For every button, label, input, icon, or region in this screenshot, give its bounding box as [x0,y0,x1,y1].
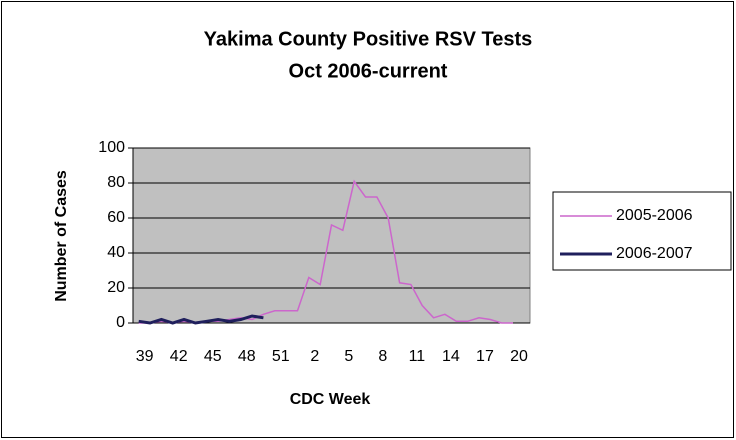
x-tick-label: 8 [378,348,387,365]
x-tick-label: 11 [409,348,426,365]
y-tick-label: 40 [107,244,125,261]
chart-subtitle: Oct 2006-current [289,60,448,82]
x-tick-label: 20 [510,348,528,365]
y-tick-label: 100 [98,139,125,156]
x-tick-label: 2 [310,348,319,365]
legend-label: 2006-2007 [616,245,693,262]
y-axis-title: Number of Cases [53,170,70,302]
plot-area [132,147,531,324]
x-tick-label: 5 [344,348,353,365]
x-tick-label: 14 [442,348,460,365]
x-tick-label: 17 [476,348,494,365]
y-tick-label: 20 [107,279,125,296]
y-tick-label: 60 [107,209,125,226]
x-tick-label: 48 [238,348,256,365]
chart-title: Yakima County Positive RSV Tests [204,28,533,50]
y-tick-label: 0 [116,314,125,331]
x-tick-label: 45 [204,348,222,365]
y-tick-label: 80 [107,174,125,191]
x-tick-label: 51 [272,348,290,365]
series-line [138,314,264,325]
legend [552,191,732,271]
x-axis-title: CDC Week [290,391,371,408]
x-tick-label: 39 [136,348,154,365]
x-tick-label: 42 [170,348,188,365]
legend-label: 2005-2006 [616,207,693,224]
